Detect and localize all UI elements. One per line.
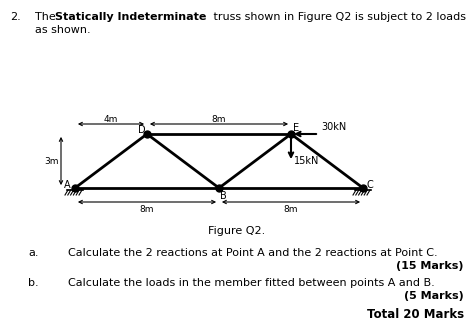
Text: Total 20 Marks: Total 20 Marks <box>367 308 464 321</box>
Text: 3m: 3m <box>45 156 59 165</box>
Text: D: D <box>138 125 146 135</box>
Text: (15 Marks): (15 Marks) <box>396 261 464 271</box>
Text: as shown.: as shown. <box>35 25 91 35</box>
Text: Statically Indeterminate: Statically Indeterminate <box>55 12 206 22</box>
Text: 2.: 2. <box>10 12 21 22</box>
Text: 8m: 8m <box>140 205 154 213</box>
Text: Calculate the loads in the member fitted between points A and B.: Calculate the loads in the member fitted… <box>68 278 435 288</box>
Text: 30kN: 30kN <box>321 122 346 132</box>
Text: 8m: 8m <box>284 205 298 213</box>
Text: A: A <box>64 180 71 190</box>
Text: The: The <box>35 12 59 22</box>
Text: E: E <box>293 123 299 133</box>
Text: b.: b. <box>28 278 38 288</box>
Text: 8m: 8m <box>212 115 226 124</box>
Text: B: B <box>220 191 227 201</box>
Text: Figure Q2.: Figure Q2. <box>209 226 265 236</box>
Text: Calculate the 2 reactions at Point A and the 2 reactions at Point C.: Calculate the 2 reactions at Point A and… <box>68 248 438 258</box>
Text: C: C <box>367 180 374 190</box>
Text: 15kN: 15kN <box>294 156 319 166</box>
Text: truss shown in Figure Q2 is subject to 2 loads: truss shown in Figure Q2 is subject to 2… <box>210 12 466 22</box>
Text: 4m: 4m <box>104 115 118 124</box>
Text: (5 Marks): (5 Marks) <box>404 291 464 301</box>
Text: a.: a. <box>28 248 38 258</box>
